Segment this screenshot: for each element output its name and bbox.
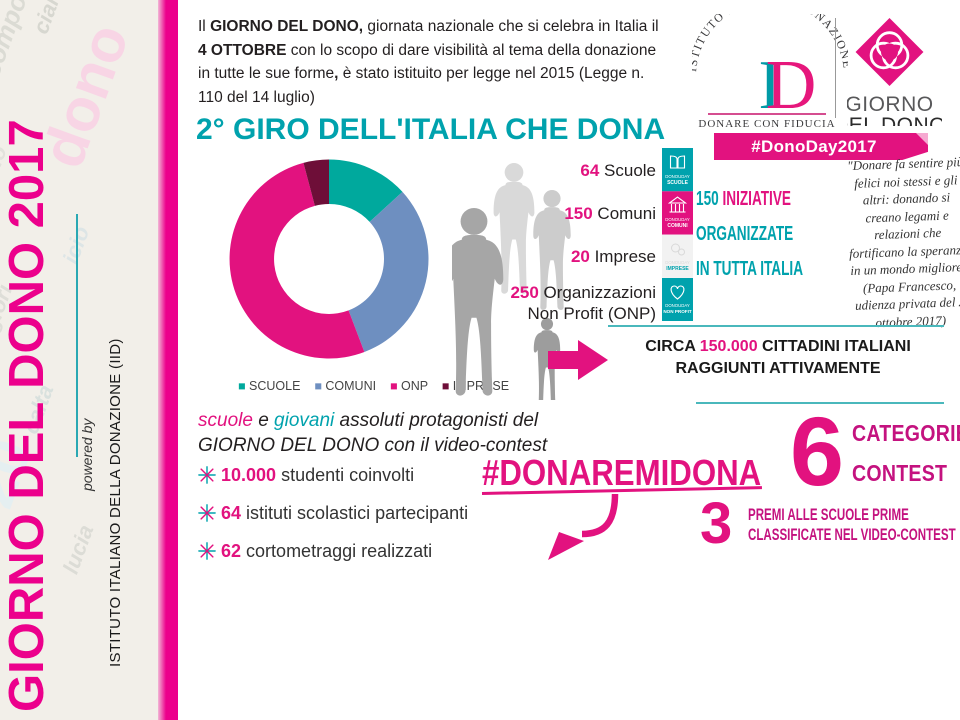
svg-text:SCUOLE: SCUOLE [667,180,689,186]
svg-text:DONOUDAY: DONOUDAY [665,174,690,179]
svg-text:D: D [766,47,817,124]
svg-text:DONARE CON FIDUCIA: DONARE CON FIDUCIA [698,118,835,130]
svg-text:NON PROFIT: NON PROFIT [663,309,692,314]
svg-text:COMUNI: COMUNI [667,223,688,229]
svg-text:DONOUDAY: DONOUDAY [665,303,690,308]
svg-text:GIORNO: GIORNO [847,93,934,116]
svg-text:DONOUDAY: DONOUDAY [665,260,690,265]
svg-text:DEL DONO: DEL DONO [847,114,942,126]
svg-text:DONOUDAY: DONOUDAY [665,217,690,222]
svg-text:IMPRESE: IMPRESE [666,266,689,272]
